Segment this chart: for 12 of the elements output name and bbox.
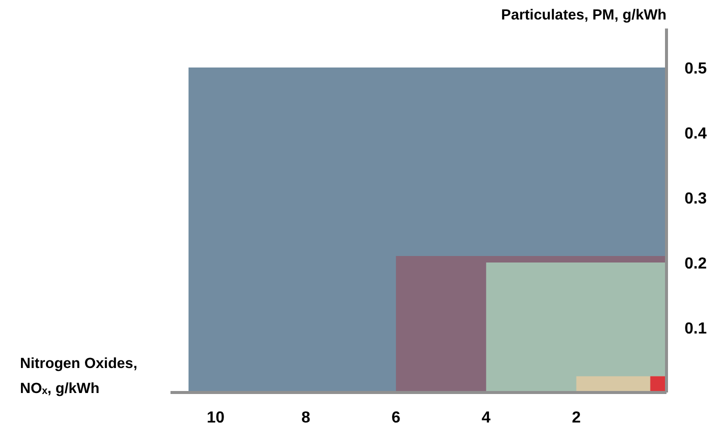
- x-tick-label: 8: [301, 410, 310, 426]
- x-axis-title: Nitrogen Oxides, NOₓ, g/kWh: [20, 355, 138, 399]
- y-tick-label: 0.5: [684, 60, 707, 78]
- x-tick-label: 2: [572, 410, 581, 426]
- y-tick-label: 0.2: [684, 256, 707, 272]
- y-axis-title: Particulates, PM, g/kWh: [501, 8, 667, 24]
- y-tick-label: 0.1: [684, 320, 707, 338]
- y-tick-label: 0.4: [684, 126, 707, 142]
- x-tick-label: 10: [206, 410, 225, 426]
- x-tick-label: 6: [392, 410, 401, 426]
- y-tick-label: 0.3: [684, 190, 707, 208]
- x-tick-label: 4: [482, 410, 491, 426]
